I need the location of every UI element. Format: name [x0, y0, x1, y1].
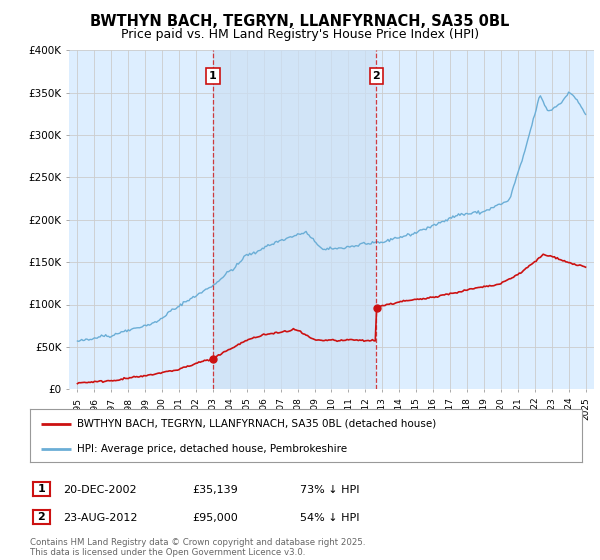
Text: 1: 1: [209, 71, 217, 81]
Text: 2: 2: [38, 512, 45, 522]
Text: £35,139: £35,139: [192, 485, 238, 495]
Text: £95,000: £95,000: [192, 513, 238, 523]
Text: Price paid vs. HM Land Registry's House Price Index (HPI): Price paid vs. HM Land Registry's House …: [121, 28, 479, 41]
Text: HPI: Average price, detached house, Pembrokeshire: HPI: Average price, detached house, Pemb…: [77, 444, 347, 454]
Text: Contains HM Land Registry data © Crown copyright and database right 2025.
This d: Contains HM Land Registry data © Crown c…: [30, 538, 365, 557]
Text: 1: 1: [38, 484, 45, 494]
Text: BWTHYN BACH, TEGRYN, LLANFYRNACH, SA35 0BL (detached house): BWTHYN BACH, TEGRYN, LLANFYRNACH, SA35 0…: [77, 419, 436, 429]
Text: 2: 2: [373, 71, 380, 81]
Text: 73% ↓ HPI: 73% ↓ HPI: [300, 485, 359, 495]
Text: 20-DEC-2002: 20-DEC-2002: [63, 485, 137, 495]
Text: 54% ↓ HPI: 54% ↓ HPI: [300, 513, 359, 523]
Bar: [213, 50, 376, 389]
Text: BWTHYN BACH, TEGRYN, LLANFYRNACH, SA35 0BL: BWTHYN BACH, TEGRYN, LLANFYRNACH, SA35 0…: [91, 14, 509, 29]
Text: 23-AUG-2012: 23-AUG-2012: [63, 513, 137, 523]
